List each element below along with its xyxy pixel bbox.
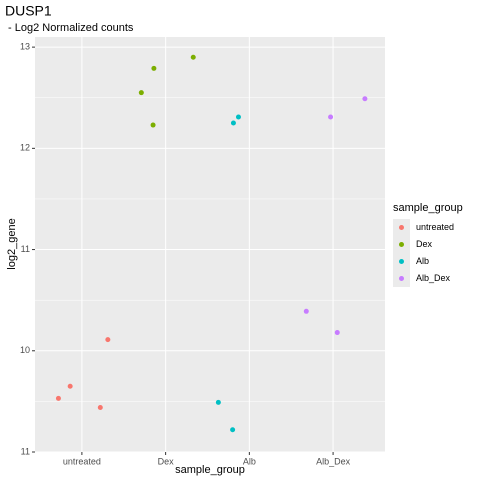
y-tick-label: 11: [21, 244, 30, 254]
y-axis-label: log2_gene: [6, 218, 18, 269]
point: [362, 96, 368, 102]
point: [215, 399, 221, 405]
plot-panel: [35, 37, 385, 452]
legend-marker: [399, 225, 404, 230]
legend-label: Dex: [416, 239, 433, 249]
x-tick-label: Dex: [158, 456, 175, 466]
point: [105, 337, 111, 343]
legend-marker: [399, 242, 404, 247]
x-tick-label: Alb_Dex: [316, 456, 351, 466]
legend-marker: [399, 259, 404, 264]
point: [328, 114, 334, 120]
x-axis-label: sample_group: [175, 464, 245, 476]
y-tick-label: 13: [20, 41, 30, 51]
point: [97, 404, 103, 410]
point: [150, 122, 156, 128]
point: [151, 65, 157, 71]
point: [67, 383, 73, 389]
point: [235, 114, 241, 120]
point: [334, 330, 340, 336]
x-tick-label: untreated: [63, 456, 101, 466]
point: [230, 120, 236, 126]
legend-marker: [399, 276, 404, 281]
point: [303, 308, 309, 314]
y-tick-label: 11: [21, 446, 30, 456]
legend-label: Alb: [416, 256, 429, 266]
legend-title: sample_group: [393, 202, 463, 214]
y-tick-label: 12: [20, 143, 30, 153]
point: [230, 427, 236, 433]
x-tick-label: Alb: [243, 456, 256, 466]
legend-label: Alb_Dex: [416, 273, 451, 283]
y-tick-label: 10: [20, 345, 30, 355]
point: [190, 54, 196, 60]
point: [138, 90, 144, 96]
point: [55, 395, 61, 401]
legend-label: untreated: [416, 222, 454, 232]
chart-title: DUSP1: [5, 3, 52, 19]
chart-subtitle: - Log2 Normalized counts: [5, 22, 134, 34]
